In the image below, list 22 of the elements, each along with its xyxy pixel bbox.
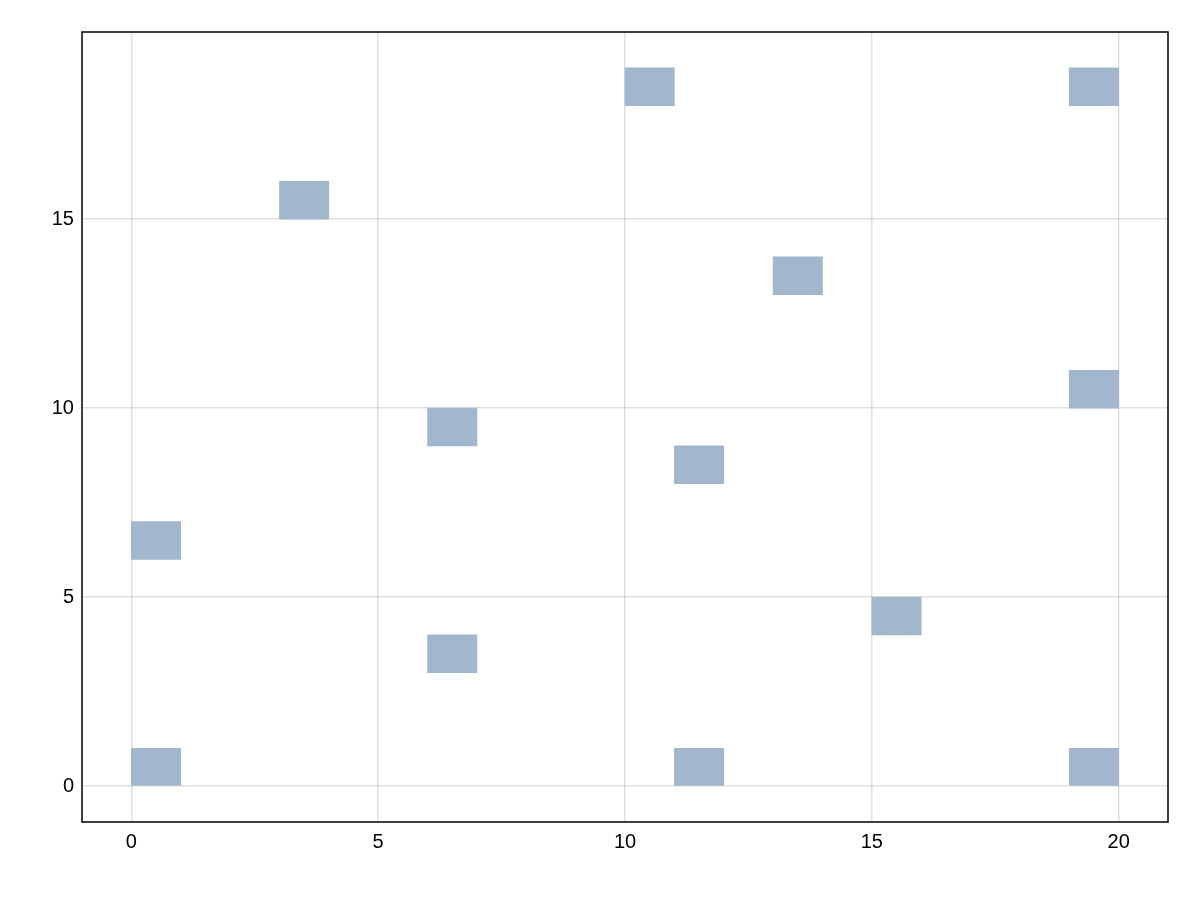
bar: [279, 180, 330, 220]
y-tick-label: 10: [51, 395, 74, 418]
x-tick-label: 20: [1107, 829, 1130, 852]
y-tick-label: 15: [51, 206, 74, 229]
bar: [427, 407, 478, 447]
bar: [427, 634, 478, 674]
x-tick-label: 15: [860, 829, 883, 852]
bar: [772, 256, 823, 296]
bar: [674, 445, 725, 485]
x-tick-label: 0: [125, 829, 137, 852]
bar: [674, 747, 725, 786]
x-tick-label: 10: [613, 829, 637, 852]
x-tick-label: 5: [372, 829, 384, 852]
y-tick-label: 0: [62, 773, 74, 796]
y-tick-label: 5: [62, 584, 74, 607]
bar: [131, 521, 182, 560]
bar: [1068, 747, 1119, 786]
bar: [131, 747, 182, 786]
bar: [1068, 67, 1119, 107]
bar: [871, 596, 922, 636]
bar: [624, 67, 675, 107]
bar: [1068, 369, 1119, 409]
